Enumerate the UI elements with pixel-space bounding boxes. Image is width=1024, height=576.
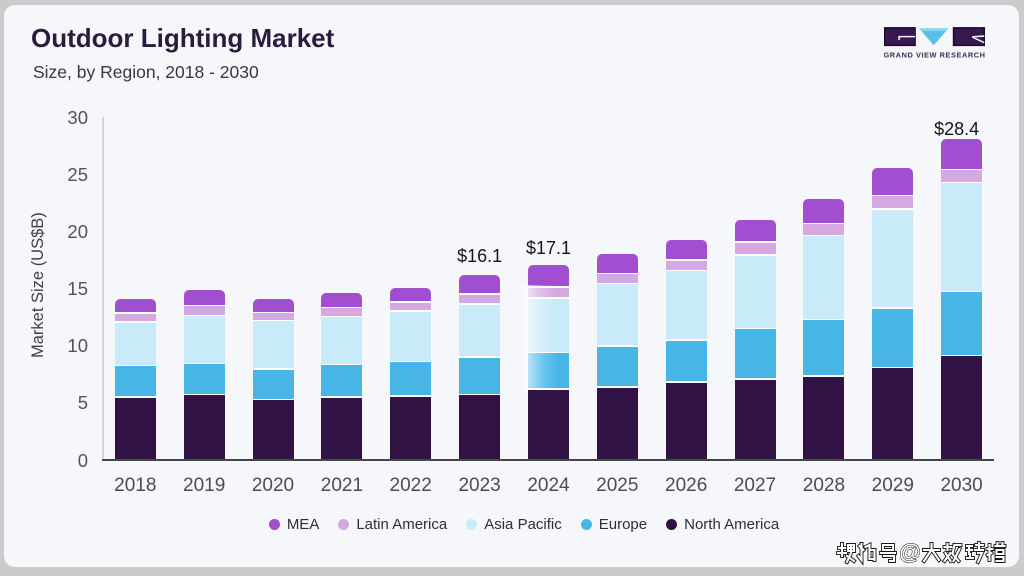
svg-text:GRAND VIEW RESEARCH: GRAND VIEW RESEARCH xyxy=(884,51,986,60)
svg-text:@: @ xyxy=(899,540,920,565)
